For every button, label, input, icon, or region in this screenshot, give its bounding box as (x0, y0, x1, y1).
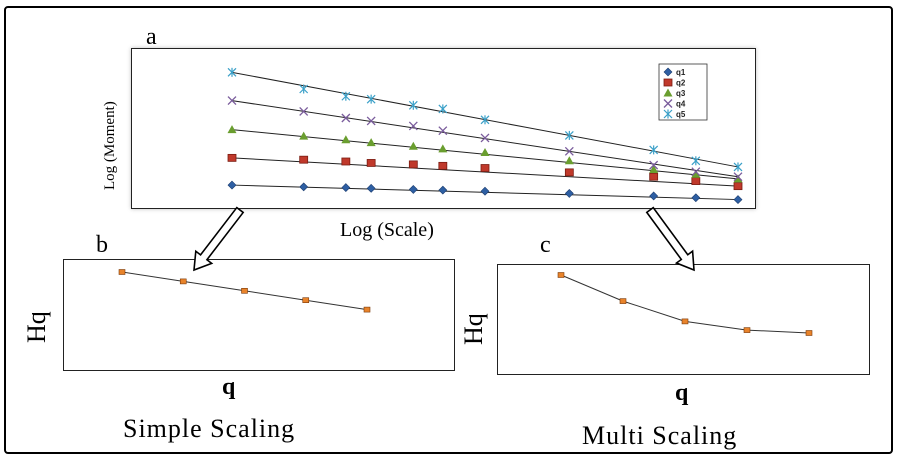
panel-c-point-3 (681, 318, 689, 325)
panel-b-point-5 (363, 306, 371, 313)
panel-a-q1-point-10 (691, 193, 701, 203)
panel-c-point-4 (743, 327, 751, 333)
panel-a-q5-point-9 (649, 145, 659, 155)
panel-a-legend-marker-q2 (663, 78, 673, 87)
panel-a-q4-point-10 (691, 167, 701, 177)
panel-a-q4-point-3 (341, 113, 351, 123)
panel-a-legend-label-q3: q3 (676, 89, 686, 98)
panel-a-q3-point-4 (366, 138, 376, 147)
panel-a-q3-point-3 (341, 135, 351, 144)
panel-a-q2-point-7 (480, 164, 490, 172)
panel-a-q2-point-8 (564, 168, 574, 177)
panel-a-q5-point-1 (227, 67, 237, 77)
panel-c-caption: Multi Scaling (582, 421, 738, 450)
panel-a-q2-point-11 (733, 182, 743, 191)
panel-a-q2-point-1 (227, 153, 237, 162)
panel-a-q3-point-6 (438, 144, 448, 153)
panel-b-plot-area (63, 259, 455, 371)
panel-a-q4-point-7 (480, 133, 490, 143)
panel-a-q5-point-8 (564, 130, 574, 140)
panel-a-q5-point-2 (299, 84, 309, 94)
panel-a-q3-point-7 (480, 147, 490, 156)
panel-a-q4-point-5 (408, 121, 418, 131)
panel-a-legend-marker-q5 (663, 109, 673, 119)
panel-a-q4-point-9 (649, 160, 659, 170)
panel-a-q4-point-8 (564, 146, 574, 156)
panel-a-q2-point-6 (438, 161, 448, 170)
panel-c-letter: c (540, 232, 551, 258)
panel-a-q2-point-5 (408, 160, 418, 169)
panel-c-point-2 (619, 298, 627, 304)
panel-a-q2-point-3 (341, 157, 351, 166)
figure-frame (4, 6, 893, 454)
panel-a-q5-point-4 (366, 94, 376, 104)
panel-a-legend-label-q4: q4 (676, 100, 686, 109)
panel-a-q1-point-7 (480, 186, 490, 196)
panel-a-q5-point-11 (733, 162, 743, 172)
panel-a-q1-point-5 (408, 184, 418, 194)
panel-a-legend-marker-q3 (663, 88, 673, 97)
panel-a-xlabel: Log (Scale) (340, 219, 434, 241)
panel-a-q1-point-9 (649, 191, 659, 201)
panel-a-legend-marker-q1 (663, 67, 673, 77)
panel-a-q1-point-8 (564, 188, 574, 198)
panel-b-point-2 (179, 278, 187, 285)
panel-a-legend-label-q5: q5 (676, 110, 686, 119)
panel-a-q1-point-3 (341, 183, 351, 193)
panel-b-xlabel: q (222, 374, 236, 400)
panel-a-q3-point-8 (564, 156, 574, 165)
panel-c-point-1 (557, 272, 565, 278)
panel-a-legend-label-q1: q1 (676, 68, 686, 77)
panel-b-caption: Simple Scaling (123, 414, 296, 443)
panel-a-q1-point-2 (299, 182, 309, 192)
panel-a-letter: a (146, 24, 157, 50)
panel-c-point-5 (805, 330, 813, 336)
panel-a-q3-point-10 (691, 169, 701, 178)
panel-a-q1-point-6 (438, 185, 448, 195)
panel-b-point-3 (241, 287, 248, 294)
panel-a-q3-point-5 (408, 141, 418, 150)
panel-a-q3-point-2 (299, 131, 309, 140)
panel-a-legend-label-q2: q2 (676, 79, 686, 88)
panel-a-q5-point-5 (408, 100, 418, 110)
panel-a-q4-point-4 (366, 116, 376, 126)
panel-a-q4-point-6 (438, 126, 448, 136)
panel-a-q1-point-11 (733, 195, 743, 204)
panel-a-q3-point-11 (733, 174, 743, 183)
panel-a-q5-point-7 (480, 115, 490, 125)
panel-a-q3-point-1 (227, 125, 237, 134)
panel-a-q3-point-9 (649, 164, 659, 173)
panel-b-point-4 (302, 297, 310, 304)
panel-b-point-1 (118, 269, 126, 275)
panel-a-q2-point-4 (366, 159, 376, 167)
panel-a-q2-point-9 (649, 172, 659, 181)
panel-a-q1-point-4 (366, 183, 376, 193)
panel-c-xlabel: q (675, 380, 689, 406)
panel-c-line (560, 274, 810, 334)
panel-a-q4-point-2 (299, 107, 309, 116)
panel-a-q5-point-3 (341, 91, 351, 101)
panel-a-q5-point-10 (691, 156, 701, 166)
panel-a-series-q2-line (231, 157, 739, 187)
panel-a-q4-point-1 (227, 96, 237, 106)
panel-a-q5-point-6 (438, 104, 448, 114)
panel-a-q2-point-10 (691, 177, 701, 185)
panel-a-q1-point-1 (227, 180, 237, 190)
panel-a-legend-marker-q4 (663, 99, 673, 108)
arrow-to-panel-c (645, 206, 695, 272)
arrow-to-panel-b (193, 206, 245, 272)
panel-b-letter: b (96, 232, 108, 258)
panel-a-q2-point-2 (299, 155, 309, 164)
panel-a-q4-point-11 (733, 172, 743, 182)
